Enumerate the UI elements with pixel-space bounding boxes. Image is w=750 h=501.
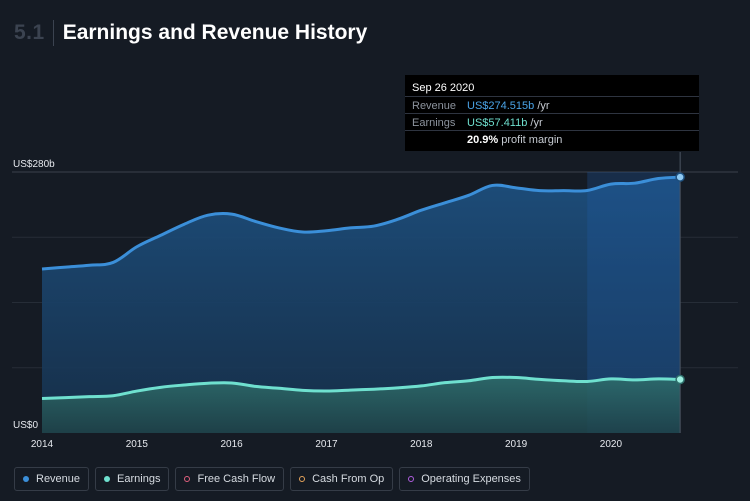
earnings-marker — [675, 374, 685, 385]
x-tick-label: 2016 — [221, 439, 244, 450]
chart-legend: Revenue Earnings Free Cash Flow Cash Fro… — [14, 467, 530, 491]
x-tick-label: 2018 — [410, 439, 433, 450]
legend-label-earnings: Earnings — [117, 473, 161, 485]
tooltip-revenue-label: Revenue — [412, 100, 457, 112]
x-tick-label: 2020 — [600, 439, 623, 450]
tooltip-revenue-unit: /yr — [537, 100, 550, 112]
legend-item-operating-expenses[interactable]: Operating Expenses — [399, 467, 530, 491]
chart-tooltip: Sep 26 2020 Revenue US$274.515b /yr Earn… — [405, 75, 699, 151]
legend-item-free-cash-flow[interactable]: Free Cash Flow — [175, 467, 285, 491]
section-number: 5.1 — [14, 21, 45, 44]
revenue-area — [42, 177, 681, 433]
legend-label-cash-from-op: Cash From Op — [312, 473, 385, 485]
legend-dot-revenue — [23, 476, 29, 482]
tooltip-earnings-unit: /yr — [530, 117, 543, 129]
legend-dot-earnings — [104, 476, 111, 482]
earnings-line — [41, 375, 681, 401]
tooltip-earnings-row: Earnings US$57.411b /yr — [405, 113, 699, 131]
revenue-marker — [675, 172, 685, 182]
chart-header: 5.1 Earnings and Revenue History — [14, 18, 367, 48]
header-divider — [52, 20, 54, 46]
x-tick-label: 2019 — [505, 439, 528, 450]
tooltip-date: Sep 26 2020 — [412, 82, 475, 94]
revenue-line — [41, 175, 681, 271]
chart-title: Earnings and Revenue History — [62, 21, 368, 44]
legend-label-operating-expenses: Operating Expenses — [421, 473, 521, 485]
legend-dot-operating-expenses — [408, 476, 415, 482]
x-tick-label: 2017 — [315, 439, 338, 450]
tooltip-margin-label: profit margin — [501, 134, 563, 146]
legend-label-revenue: Revenue — [36, 473, 81, 485]
tooltip-earnings-label: Earnings — [412, 117, 456, 129]
x-tick-label: 2014 — [31, 439, 54, 450]
legend-item-revenue[interactable]: Revenue — [14, 467, 90, 491]
legend-dot-free-cash-flow — [184, 476, 191, 482]
legend-dot-cash-from-op — [299, 476, 306, 482]
tooltip-earnings-value: US$57.411b — [467, 117, 528, 129]
y-tick-label: US$0 — [13, 420, 38, 431]
legend-label-free-cash-flow: Free Cash Flow — [197, 473, 276, 485]
tooltip-margin-value: 20.9% — [467, 134, 499, 146]
legend-item-earnings[interactable]: Earnings — [95, 467, 170, 491]
tooltip-revenue-value: US$274.515b — [467, 100, 535, 112]
chart-svg[interactable]: US$280b US$0 2014 2015 2016 2017 2018 2019 2020 — [0, 0, 750, 465]
y-tick-label: US$280b — [13, 159, 55, 170]
earnings-area — [42, 377, 681, 433]
x-tick-label: 2015 — [126, 439, 149, 450]
legend-item-cash-from-op[interactable]: Cash From Op — [290, 467, 394, 491]
tooltip-margin-row: 20.9% profit margin — [405, 130, 699, 148]
tooltip-revenue-row: Revenue US$274.515b /yr — [405, 96, 699, 114]
